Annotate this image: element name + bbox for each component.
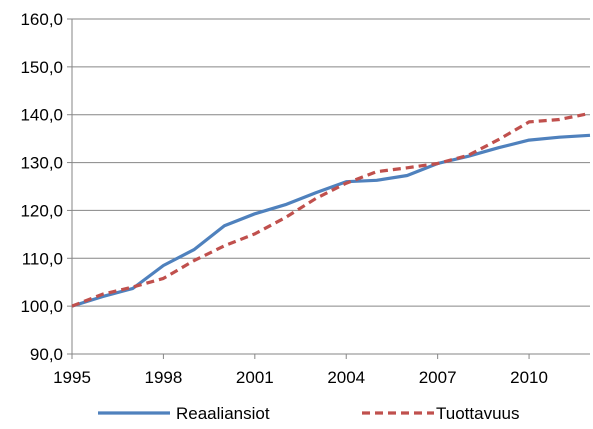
legend-label-reaaliansiot: Reaaliansiot <box>176 404 270 423</box>
grid-lines <box>72 18 590 307</box>
y-tick-label: 110,0 <box>22 249 63 268</box>
series-line-reaaliansiot <box>71 133 591 308</box>
legend-label-tuottavuus: Tuottavuus <box>436 404 519 423</box>
y-tick-label: 130,0 <box>20 154 63 173</box>
x-tick-label: 2001 <box>236 368 274 387</box>
x-tick-label: 1998 <box>144 368 182 387</box>
y-tick-label: 90,0 <box>30 345 63 364</box>
y-tick-label: 140,0 <box>20 106 63 125</box>
y-tick-label: 150,0 <box>20 58 63 77</box>
x-tick-label: 2007 <box>419 368 457 387</box>
y-tick-label: 100,0 <box>20 297 63 316</box>
y-tick-label: 160,0 <box>20 10 63 29</box>
legend: Reaaliansiot Tuottavuus <box>98 404 519 423</box>
x-tick-label: 2004 <box>327 368 365 387</box>
series-lines <box>71 111 591 308</box>
tick-labels: 90,0 100,0 110,0 120,0 130,0 140,0 150,0 160,0 1… <box>20 10 548 387</box>
x-tick-label: 2010 <box>510 368 548 387</box>
y-tick-label: 120,0 <box>20 201 63 220</box>
x-tick-label: 1995 <box>53 368 91 387</box>
axes <box>67 18 590 359</box>
